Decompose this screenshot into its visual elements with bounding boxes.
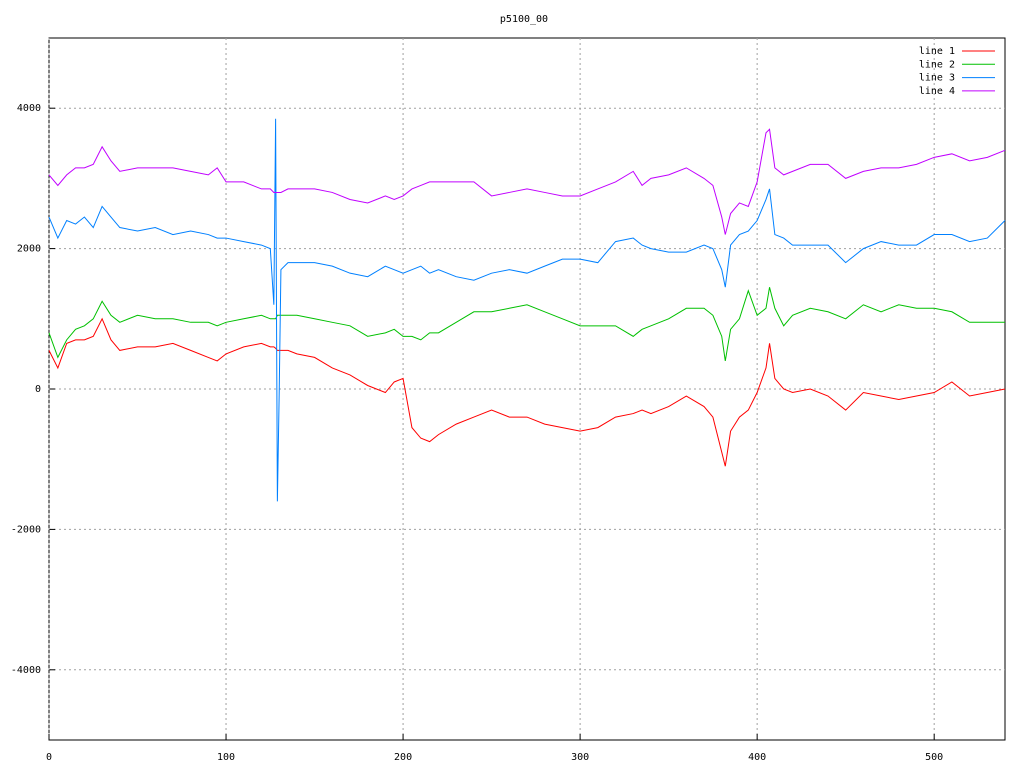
x-tick-label: 400 xyxy=(748,752,766,763)
x-tick-label: 100 xyxy=(217,752,235,763)
legend-label: line 3 xyxy=(919,73,955,84)
chart-title: p5100_00 xyxy=(500,14,548,25)
legend-label: line 2 xyxy=(919,59,955,70)
legend-label: line 1 xyxy=(919,46,955,57)
y-tick-label: 2000 xyxy=(17,244,41,255)
series-line xyxy=(48,317,1006,467)
y-tick-label: -4000 xyxy=(11,665,41,676)
y-tick-label: 4000 xyxy=(17,103,41,114)
series-line xyxy=(48,128,1006,235)
x-tick-label: 500 xyxy=(925,752,943,763)
y-tick-label: 0 xyxy=(35,384,41,395)
legend-label: line 4 xyxy=(919,86,955,97)
x-tick-label: 300 xyxy=(571,752,589,763)
series-line xyxy=(48,118,1006,502)
x-tick-label: 200 xyxy=(394,752,412,763)
x-tick-label: 0 xyxy=(46,752,52,763)
series-line xyxy=(48,287,1005,362)
y-tick-label: -2000 xyxy=(11,524,41,535)
